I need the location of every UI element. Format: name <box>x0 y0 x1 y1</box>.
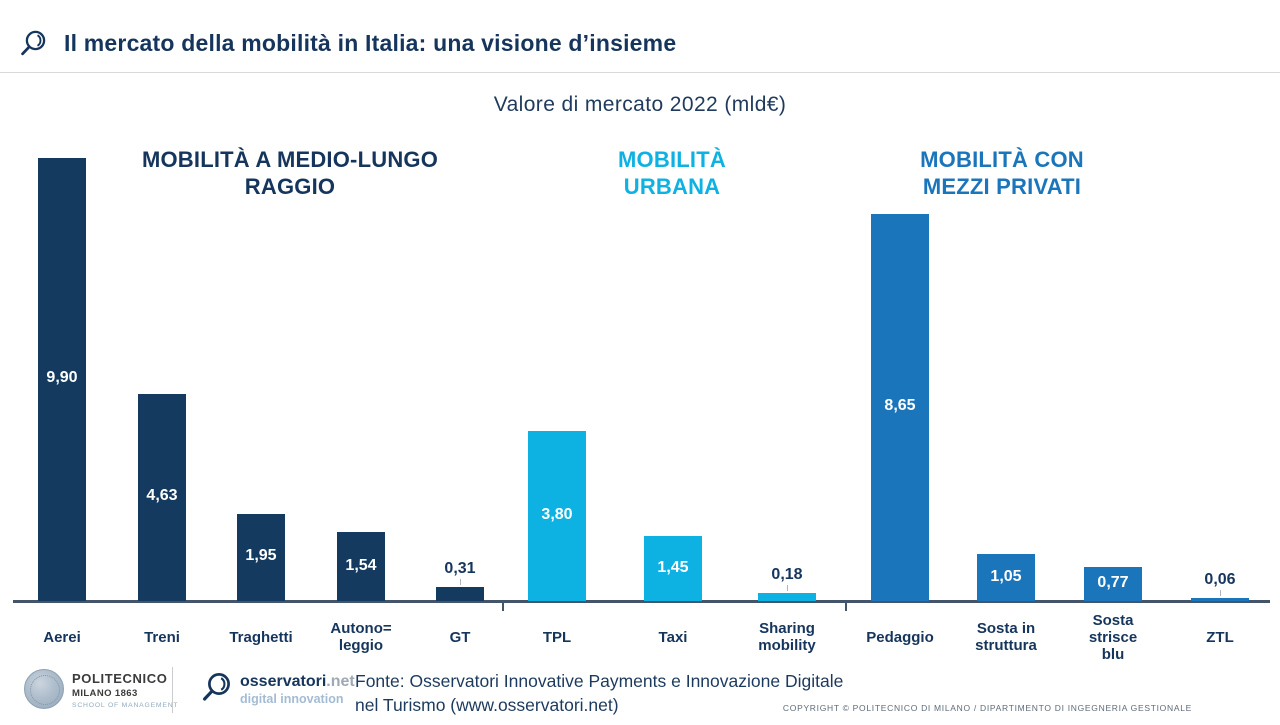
bar-autonoleggio <box>337 532 385 601</box>
bar-tpl <box>528 430 586 601</box>
footer-divider <box>172 667 173 713</box>
politecnico-school: SCHOOL OF MANAGEMENT <box>72 702 179 709</box>
group-header-mobilit-con-mezzi-privati: MOBILITÀ CON MEZZI PRIVATI <box>920 147 1084 199</box>
value-label-traghetti: 1,95 <box>245 547 277 565</box>
bar-traghetti <box>237 513 285 601</box>
osservatori-tagline: digital innovation <box>240 692 344 706</box>
bar-taxi <box>644 536 702 601</box>
value-label-autonoleggio: 1,54 <box>345 556 377 574</box>
value-label-sharing-mobility: 0,18 <box>771 565 803 583</box>
politecnico-name: POLITECNICO <box>72 671 168 686</box>
x-axis-label-aerei: Aerei <box>43 628 81 646</box>
value-label-pedaggio: 8,65 <box>884 397 916 415</box>
value-label-sosta-in-struttura: 1,05 <box>990 567 1022 585</box>
bar-sosta-strisce-blu <box>1084 566 1142 601</box>
politecnico-seal-logo <box>24 669 64 709</box>
osservatori-name: osservatori <box>240 673 327 690</box>
x-axis-label-pedaggio: Pedaggio <box>866 628 934 646</box>
value-label-sosta-strisce-blu: 0,77 <box>1097 573 1129 591</box>
footer: POLITECNICO MILANO 1863 SCHOOL OF MANAGE… <box>0 663 1280 725</box>
axis-group-separator-1 <box>502 601 504 611</box>
x-axis-label-sosta-strisce-blu: Sosta strisce blu <box>1088 611 1138 663</box>
x-axis-label-sharing-mobility: Sharing mobility <box>758 620 816 654</box>
osservatori-tld: .net <box>326 673 355 690</box>
magnifier-logo-icon <box>21 30 46 56</box>
leader-line-ztl <box>1220 590 1221 597</box>
value-label-taxi: 1,45 <box>657 558 689 576</box>
x-axis-label-tpl: TPL <box>542 628 572 646</box>
x-axis-label-sosta-in-struttura: Sosta in struttura <box>975 620 1037 654</box>
source-note-line1: Fonte: Osservatori Innovative Payments e… <box>355 671 844 691</box>
copyright-note: COPYRIGHT © POLITECNICO DI MILANO / DIPA… <box>782 703 1192 713</box>
value-label-aerei: 9,90 <box>46 369 78 387</box>
osservatori-logo-text: osservatori.net digital innovation <box>240 673 355 706</box>
bar-ztl <box>1191 598 1249 601</box>
x-axis-label-taxi: Taxi <box>658 628 688 646</box>
leader-line-gt <box>460 579 461 586</box>
x-axis-label-traghetti: Traghetti <box>229 628 293 646</box>
bar-sosta-in-struttura <box>977 554 1035 601</box>
group-header-mobilit-urbana: MOBILITÀ URBANA <box>618 147 726 199</box>
page-title: Il mercato della mobilità in Italia: una… <box>64 30 677 56</box>
bar-gt <box>436 587 484 601</box>
bar-treni <box>138 393 186 601</box>
x-axis-label-autonoleggio: Autono= leggio <box>330 620 392 654</box>
value-label-treni: 4,63 <box>146 487 178 505</box>
bar-pedaggio <box>871 213 929 601</box>
politecnico-milano: MILANO 1863 <box>72 688 138 699</box>
group-header-mobilit-a-medio-lungo-raggio: MOBILITÀ A MEDIO-LUNGO RAGGIO <box>141 147 439 199</box>
x-axis-label-treni: Treni <box>144 628 180 646</box>
value-label-gt: 0,31 <box>444 560 476 578</box>
header-divider <box>0 72 1280 73</box>
x-axis-label-gt: GT <box>449 628 471 646</box>
politecnico-logo-text: POLITECNICO MILANO 1863 SCHOOL OF MANAGE… <box>72 671 178 709</box>
osservatori-magnifier-icon <box>202 673 230 701</box>
x-axis-line <box>13 600 1270 603</box>
bar-aerei <box>38 157 86 601</box>
source-note-line2: nel Turismo (www.osservatori.net) <box>355 695 619 715</box>
value-label-ztl: 0,06 <box>1204 571 1236 589</box>
bar-sharing-mobility <box>758 592 816 601</box>
value-label-tpl: 3,80 <box>541 505 573 523</box>
source-note: Fonte: Osservatori Innovative Payments e… <box>355 669 843 717</box>
chart-title: Valore di mercato 2022 (mld€) <box>493 93 787 116</box>
axis-group-separator-2 <box>845 601 847 611</box>
leader-line-sharing-mobility <box>787 584 788 591</box>
x-axis-label-ztl: ZTL <box>1206 628 1234 646</box>
